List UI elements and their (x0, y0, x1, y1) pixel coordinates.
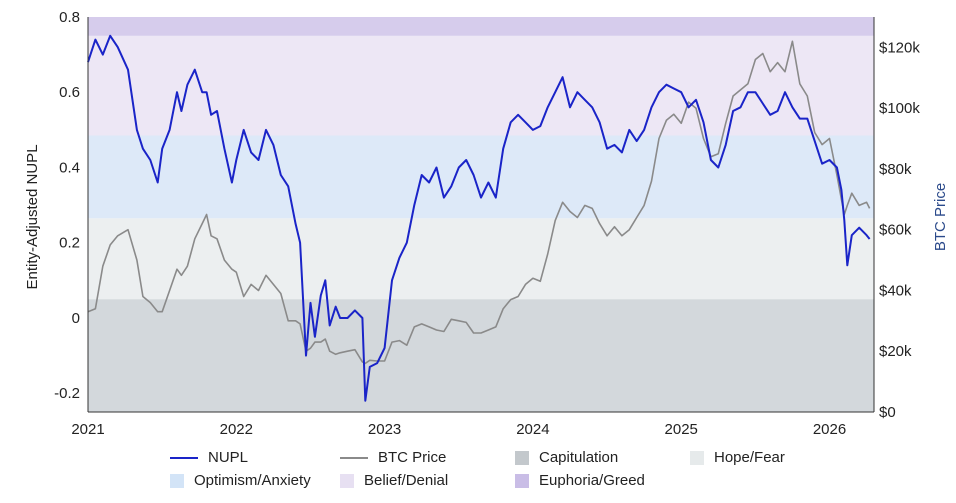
capitulation-swatch (515, 450, 529, 465)
right-axis-title: BTC Price (932, 183, 949, 251)
legend-label-hope-fear: Hope/Fear (714, 449, 785, 466)
left-tick-label: 0.6 (59, 84, 80, 101)
legend-item-optimism-anxiety: Optimism/Anxiety (170, 472, 340, 489)
btc-price-swatch (340, 456, 368, 459)
zone-euphoria-greed (88, 17, 874, 36)
x-tick-label: 2026 (813, 421, 846, 438)
x-tick-label: 2021 (71, 421, 104, 438)
chart-plot: 0.8 0.6 0.4 0.2 0 -0.2 $120k $100k $80k $60k $40k $… (24, 9, 949, 438)
legend-item-nupl: NUPL (170, 449, 340, 466)
legend-item-belief-denial: Belief/Denial (340, 472, 515, 489)
belief-denial-swatch (340, 473, 354, 488)
right-tick-label: $120k (879, 39, 920, 56)
right-tick-label: $100k (879, 100, 920, 117)
legend-label-belief-denial: Belief/Denial (364, 472, 449, 489)
right-tick-label: $60k (879, 222, 912, 239)
hope-fear-swatch (690, 450, 704, 465)
axis-ticks: 0.8 0.6 0.4 0.2 0 -0.2 $120k $100k $80k $60k $40k $… (54, 9, 920, 438)
legend-item-hope-fear: Hope/Fear (690, 449, 860, 466)
left-tick-label: -0.2 (54, 385, 80, 402)
left-tick-label: 0.2 (59, 235, 80, 252)
legend-label-nupl: NUPL (208, 449, 249, 466)
right-tick-label: $40k (879, 282, 912, 299)
legend-item-capitulation: Capitulation (515, 449, 690, 466)
x-tick-label: 2024 (516, 421, 549, 438)
left-tick-label: 0 (72, 310, 80, 327)
legend-item-btc-price: BTC Price (340, 449, 515, 466)
euphoria-greed-swatch (515, 473, 529, 488)
left-tick-label: 0.8 (59, 9, 80, 26)
left-tick-label: 0.4 (59, 159, 80, 176)
zone-belief-denial (88, 35, 874, 136)
legend-label-capitulation: Capitulation (539, 449, 619, 466)
legend-label-optimism-anxiety: Optimism/Anxiety (194, 472, 311, 489)
legend-label-euphoria-greed: Euphoria/Greed (539, 472, 645, 489)
x-tick-label: 2022 (220, 421, 253, 438)
right-tick-label: $0 (879, 404, 896, 421)
right-tick-label: $20k (879, 343, 912, 360)
optimism-anxiety-swatch (170, 473, 184, 488)
legend-label-btc-price: BTC Price (378, 449, 447, 466)
zone-optimism-anxiety (88, 135, 874, 219)
zone-hope-fear (88, 218, 874, 300)
series-line-btc-price (87, 40, 871, 365)
series-line-nupl (87, 34, 871, 402)
legend: NUPL BTC Price Capitulation Hope/Fear Op… (170, 449, 890, 489)
series-lines (87, 34, 871, 402)
zone-capitulation (88, 299, 874, 412)
nupl-swatch (170, 456, 198, 459)
legend-item-euphoria-greed: Euphoria/Greed (515, 472, 690, 489)
left-axis-title: Entity-Adjusted NUPL (24, 144, 41, 289)
right-tick-label: $80k (879, 161, 912, 178)
x-tick-label: 2025 (665, 421, 698, 438)
x-tick-label: 2023 (368, 421, 401, 438)
